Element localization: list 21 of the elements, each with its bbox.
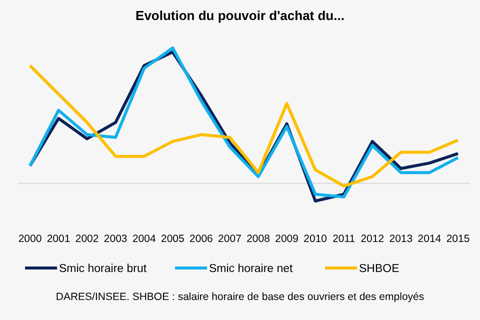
x-tick-label: 2001 — [46, 233, 70, 245]
x-tick-label: 2002 — [75, 233, 99, 245]
x-tick-label: 2000 — [18, 233, 42, 245]
legend-label: SHBOE — [359, 263, 400, 275]
text: DARES/INSEE. SHBOE : salaire horaire de base des ouvriers et des employés — [56, 291, 424, 303]
x-tick-label: 2012 — [360, 233, 384, 245]
x-tick-label: 2015 — [446, 233, 470, 245]
chart-title: Evolution du pouvoir d'achat du... — [136, 8, 344, 23]
x-tick-label: 2007 — [218, 233, 242, 245]
x-tick-label: 2014 — [418, 233, 442, 245]
x-tick-label: 2010 — [304, 233, 328, 245]
x-tick-label: 2008 — [246, 233, 270, 245]
legend-label: Smic horaire brut — [59, 263, 148, 275]
x-tick-label: 2009 — [275, 233, 299, 245]
x-tick-label: 2011 — [332, 233, 356, 245]
x-tick-label: 2003 — [104, 233, 128, 245]
x-tick-label: 2013 — [389, 233, 413, 245]
x-tick-label: 2004 — [132, 233, 156, 245]
legend-label: Smic horaire net — [209, 263, 294, 275]
x-tick-label: 2006 — [190, 233, 214, 245]
x-tick-label: 2005 — [160, 233, 185, 245]
